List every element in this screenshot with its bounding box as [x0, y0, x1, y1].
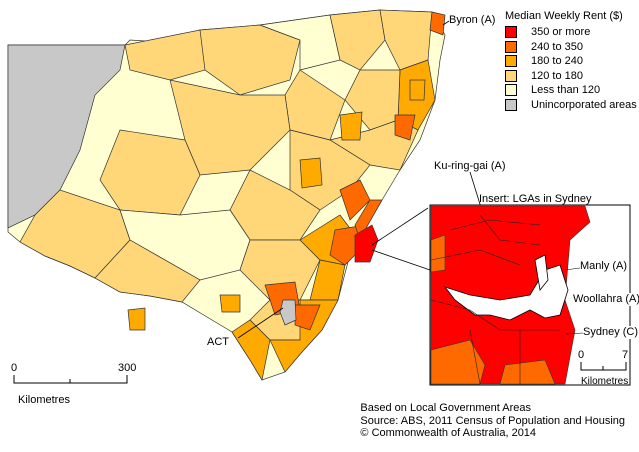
harbour-water — [534, 254, 549, 291]
insert-scale-unit: Kilometres — [581, 376, 629, 387]
legend-swatch — [505, 69, 517, 82]
legend-swatch — [505, 98, 517, 111]
legend-item: 120 to 180 — [505, 69, 637, 84]
insert-lga-boundary — [469, 329, 481, 385]
legend-swatch — [505, 84, 517, 97]
legend-label: Less than 120 — [531, 84, 601, 97]
lga-region — [127, 307, 146, 331]
label-act: ACT — [207, 336, 229, 348]
legend-label: 180 to 240 — [531, 55, 583, 68]
unincorporated-area — [7, 44, 126, 229]
insert-title: Insert: LGAs in Sydney — [479, 193, 592, 205]
insert-lga-boundary — [430, 249, 521, 266]
insert-lga-orange — [430, 234, 446, 273]
leader-line-byron — [442, 20, 450, 26]
legend-swatch — [505, 26, 517, 39]
scale-unit: Kilometres — [18, 394, 70, 406]
lga-region — [231, 319, 271, 381]
credit-line: Source: ABS, 2011 Census of Population a… — [360, 414, 625, 427]
scale-start: 0 — [11, 362, 18, 374]
lga-region — [339, 111, 363, 141]
label-sydney: Sydney (C) — [583, 326, 639, 339]
legend-item: 180 to 240 — [505, 54, 637, 69]
insert-connector — [371, 249, 431, 271]
credit-line: Based on Local Government Areas — [360, 402, 532, 414]
lga-region — [259, 14, 341, 71]
credits: Based on Local Government Areas Source: … — [360, 402, 625, 440]
legend-item: 240 to 350 — [505, 40, 637, 55]
insert-lga-orange — [430, 339, 486, 385]
insert-connector — [371, 207, 429, 246]
leader-line-act — [237, 307, 284, 339]
label-woollahra: Woollahra (A) — [573, 293, 639, 306]
insert-scale-start: 0 — [578, 349, 585, 361]
lga-region — [299, 157, 323, 189]
legend-item: Unincorporated areas — [505, 98, 637, 113]
legend-label: 350 or more — [531, 26, 591, 39]
lga-region — [269, 299, 339, 373]
lga-region — [329, 9, 386, 71]
credit-line: © Commonwealth of Australia, 2014 — [360, 427, 537, 439]
insert-lga-boundary — [430, 299, 560, 331]
legend-title: Median Weekly Rent ($) — [505, 10, 623, 22]
harbour-water — [443, 264, 569, 321]
legend-label: 120 to 180 — [531, 69, 583, 82]
insert-scale-end: 7 — [622, 349, 629, 361]
legend-label: Unincorporated areas — [531, 98, 637, 111]
legend: Median Weekly Rent ($) 350 or more 240 to… — [505, 10, 637, 112]
leader-line-manly — [564, 267, 581, 271]
legend-item: Less than 120 — [505, 83, 637, 98]
lga-region — [99, 129, 201, 216]
lga-region — [219, 294, 241, 313]
lga-region — [409, 79, 426, 101]
legend-swatch — [505, 40, 517, 53]
lga-region — [94, 239, 201, 303]
label-manly: Manly (A) — [580, 260, 628, 273]
insert-lga-boundary — [479, 214, 541, 246]
scale-end: 300 — [118, 362, 137, 374]
insert-lga-boundary — [449, 219, 541, 231]
legend-item: 350 or more — [505, 25, 637, 40]
legend-label: 240 to 350 — [531, 40, 583, 53]
leader-line-sydney — [565, 332, 584, 335]
lga-region — [429, 11, 446, 36]
label-ku-ring-gai: Ku-ring-gai (A) — [434, 160, 506, 172]
lga-region — [394, 114, 416, 141]
label-byron: Byron (A) — [449, 14, 496, 26]
legend-swatch — [505, 55, 517, 68]
insert-lga-orange — [499, 359, 556, 385]
